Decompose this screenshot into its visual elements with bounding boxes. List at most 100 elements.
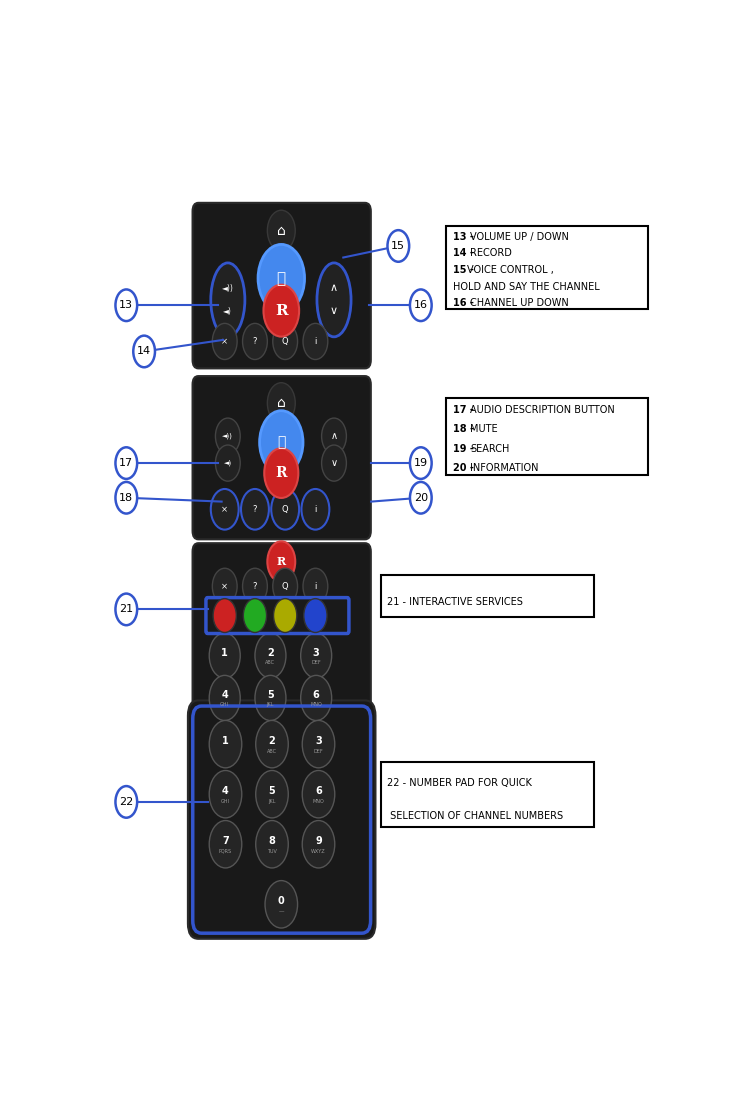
Circle shape	[213, 598, 236, 632]
Text: ◄): ◄)	[224, 307, 232, 316]
Text: ⌂: ⌂	[277, 396, 286, 410]
Circle shape	[215, 446, 240, 481]
Circle shape	[322, 446, 346, 481]
Text: R: R	[275, 466, 287, 480]
Text: DEF: DEF	[311, 660, 321, 666]
Text: MNO: MNO	[310, 703, 322, 707]
Text: RECORD: RECORD	[470, 249, 512, 258]
Circle shape	[116, 786, 137, 817]
Text: 2: 2	[267, 648, 274, 658]
Text: 2: 2	[268, 736, 275, 746]
Text: 18: 18	[119, 493, 134, 503]
Text: 13: 13	[119, 300, 134, 310]
Text: 20 -: 20 -	[452, 463, 477, 473]
Text: MNO: MNO	[313, 799, 324, 804]
Text: 4: 4	[222, 786, 229, 796]
Text: 6: 6	[315, 786, 322, 796]
Circle shape	[134, 336, 155, 367]
Circle shape	[212, 323, 237, 360]
Circle shape	[256, 770, 288, 818]
Circle shape	[303, 323, 328, 360]
Text: i: i	[314, 505, 316, 514]
Circle shape	[303, 569, 328, 604]
Circle shape	[301, 675, 332, 720]
Circle shape	[241, 490, 269, 529]
Text: 16 -: 16 -	[452, 298, 477, 308]
Text: 22: 22	[119, 796, 134, 807]
Text: 13 -: 13 -	[452, 232, 477, 242]
Text: ?: ?	[253, 505, 257, 514]
Circle shape	[242, 569, 267, 604]
Text: TUV: TUV	[267, 849, 277, 854]
Circle shape	[267, 383, 296, 424]
Text: 19: 19	[414, 458, 428, 469]
Text: 17 -: 17 -	[452, 405, 477, 415]
Text: 19 -: 19 -	[452, 443, 477, 453]
FancyBboxPatch shape	[206, 597, 349, 634]
Circle shape	[267, 210, 296, 251]
Text: JKL: JKL	[267, 703, 274, 707]
Text: 15: 15	[392, 241, 405, 251]
Text: ◄)): ◄))	[222, 284, 234, 293]
Text: i: i	[314, 337, 316, 345]
Text: —: —	[278, 910, 284, 914]
Circle shape	[301, 632, 332, 679]
Circle shape	[410, 289, 432, 321]
Text: 16: 16	[414, 300, 428, 310]
Text: ◄)): ◄))	[223, 433, 233, 439]
Circle shape	[256, 720, 288, 768]
Circle shape	[116, 482, 137, 514]
Text: 8: 8	[268, 836, 275, 846]
Text: ABC: ABC	[266, 660, 275, 666]
Circle shape	[211, 490, 238, 529]
Text: 5: 5	[267, 690, 274, 700]
Text: 7: 7	[222, 836, 229, 846]
Circle shape	[116, 448, 137, 478]
Text: JKL: JKL	[268, 799, 276, 804]
Text: R: R	[275, 304, 287, 318]
Circle shape	[209, 632, 240, 679]
Text: GHI: GHI	[220, 703, 230, 707]
Text: 4: 4	[221, 690, 228, 700]
Text: WXYZ: WXYZ	[311, 849, 326, 854]
Text: ⌂: ⌂	[277, 223, 286, 238]
Circle shape	[273, 569, 298, 604]
Circle shape	[322, 418, 346, 454]
Circle shape	[255, 632, 286, 679]
FancyBboxPatch shape	[380, 762, 594, 827]
Circle shape	[215, 418, 240, 454]
Text: 3: 3	[315, 736, 322, 746]
Text: VOLUME UP / DOWN: VOLUME UP / DOWN	[470, 232, 569, 242]
Text: 3: 3	[313, 648, 320, 658]
Text: 18 -: 18 -	[452, 425, 477, 435]
Text: 17: 17	[119, 458, 134, 469]
Circle shape	[209, 720, 242, 768]
Circle shape	[302, 720, 334, 768]
Text: 20: 20	[414, 493, 428, 503]
Circle shape	[209, 675, 240, 720]
Text: i: i	[314, 582, 316, 591]
Text: 0: 0	[278, 896, 285, 906]
Text: 5: 5	[268, 786, 275, 796]
Text: HOLD AND SAY THE CHANNEL: HOLD AND SAY THE CHANNEL	[452, 282, 599, 292]
Circle shape	[209, 821, 242, 868]
Circle shape	[264, 449, 298, 498]
FancyBboxPatch shape	[446, 226, 648, 309]
Text: R: R	[277, 557, 286, 568]
Text: 🎙: 🎙	[277, 271, 286, 286]
Circle shape	[242, 323, 267, 360]
Text: 1: 1	[222, 736, 229, 746]
Text: ?: ?	[253, 337, 257, 345]
Text: ABC: ABC	[267, 749, 277, 754]
Circle shape	[209, 770, 242, 818]
Text: ∨: ∨	[331, 458, 338, 469]
Circle shape	[116, 289, 137, 321]
Text: 14: 14	[137, 346, 152, 356]
Text: 9: 9	[315, 836, 322, 846]
Circle shape	[260, 410, 303, 474]
Circle shape	[272, 490, 299, 529]
Circle shape	[410, 482, 432, 514]
FancyBboxPatch shape	[188, 701, 376, 938]
Circle shape	[274, 598, 297, 632]
Text: 22 - NUMBER PAD FOR QUICK: 22 - NUMBER PAD FOR QUICK	[387, 778, 532, 788]
